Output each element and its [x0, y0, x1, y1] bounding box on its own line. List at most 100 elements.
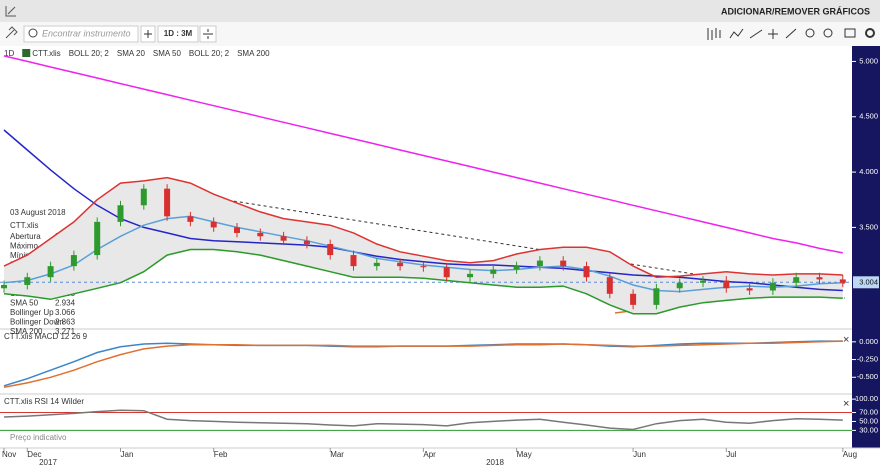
candle-body	[327, 244, 334, 256]
period-button[interactable]	[157, 25, 199, 43]
x-tick-label: Aug	[843, 450, 857, 459]
tool-icons	[707, 28, 875, 40]
candle-body	[793, 277, 800, 283]
series-line	[3, 340, 843, 387]
line-tool[interactable]	[729, 28, 744, 39]
candle-body	[536, 260, 543, 267]
candle-body	[70, 255, 77, 267]
candle-body	[397, 262, 404, 267]
y-tick-label: 0.000	[859, 337, 878, 346]
candle-body	[24, 277, 31, 285]
x-tick-label: Jun	[633, 450, 646, 459]
candle-body	[490, 269, 497, 274]
period-label: 1D : 3M	[164, 29, 193, 38]
candle-body	[164, 188, 171, 217]
candle-body	[583, 266, 590, 278]
y-axis-strip	[852, 46, 880, 448]
instrument-icon	[22, 49, 31, 57]
candle-body	[746, 288, 753, 291]
legend-entry: SMA 50	[153, 49, 182, 58]
candle-body	[303, 240, 310, 245]
plus-icon	[144, 30, 152, 38]
candle-body	[350, 255, 357, 267]
candle-body	[420, 266, 427, 268]
x-tick-label: May	[517, 450, 532, 459]
candle-body	[467, 273, 473, 278]
fib-tool[interactable]	[785, 28, 797, 39]
candle-body	[560, 260, 567, 267]
x-tick-label: Mar	[330, 450, 344, 459]
search-box[interactable]	[23, 25, 139, 43]
year-label: 2017	[39, 458, 57, 467]
search-icon	[28, 28, 38, 38]
candle-body	[723, 280, 730, 289]
candle-tool[interactable]	[707, 28, 721, 40]
legend-entry: BOLL 20; 2	[189, 49, 230, 58]
x-tick-label: Jan	[121, 450, 134, 459]
search-placeholder: Encontrar instrumento	[42, 28, 131, 38]
close-panel[interactable]: ×	[843, 334, 849, 346]
candle-body	[373, 262, 380, 267]
candle-body	[513, 266, 520, 270]
legend-entry: SMA 20	[117, 49, 146, 58]
tooltip-value: 3.271	[55, 327, 76, 336]
candle-body	[94, 221, 101, 256]
tooltip-value: 2.863	[55, 318, 76, 327]
candle-body	[117, 205, 124, 222]
series-line	[3, 340, 843, 388]
panel-title: CTT.xlis RSI 14 Wilder	[4, 397, 84, 406]
x-tick-label: Apr	[423, 450, 436, 459]
price-tag: 3.004	[859, 277, 878, 286]
snapshot[interactable]	[844, 28, 856, 38]
x-tick-label: Feb	[214, 450, 228, 459]
candle-body	[257, 232, 264, 237]
add-remove-button[interactable]: ADICIONAR/REMOVER GRÁFICOS	[721, 6, 870, 16]
price-tag-box	[853, 276, 879, 289]
tooltip-date: 03 August 2018	[10, 208, 66, 217]
cross-tool[interactable]	[768, 29, 778, 39]
series-line	[3, 248, 843, 315]
candle-body	[234, 227, 240, 233]
x-tick-label: Jul	[726, 450, 736, 459]
x-tick-label: Dec	[27, 450, 41, 459]
tooltip-value: 3.066	[55, 308, 76, 317]
y-tick-label: 50.00	[859, 416, 878, 425]
settings[interactable]	[865, 28, 875, 38]
y-tick-label: -0.500	[857, 372, 878, 381]
y-tick-label: -0.250	[857, 355, 878, 364]
legend-entry: 1D	[4, 49, 14, 58]
compare-icon	[203, 29, 213, 39]
tooltip-label: SMA 50	[10, 299, 39, 308]
candle-body	[769, 282, 776, 291]
series-line	[3, 176, 843, 278]
y-tick-label: 70.00	[859, 408, 878, 417]
candle-body	[816, 277, 823, 280]
y-tick-label: 4.500	[859, 112, 878, 121]
tooltip-instrument: CTT.xlis	[10, 221, 38, 230]
bollinger-band-fill	[4, 177, 843, 314]
candle-body	[700, 280, 706, 283]
close-panel[interactable]: ×	[843, 398, 849, 410]
y-tick-label: 100.00	[855, 394, 878, 403]
legend-entry: BOLL 20; 2	[69, 49, 110, 58]
link-icon[interactable]	[5, 26, 18, 39]
candle-body	[187, 216, 194, 222]
collapse-icon[interactable]	[5, 6, 16, 17]
y-tick-label: 5.000	[859, 56, 878, 65]
tooltip-label: Abertura	[10, 232, 41, 241]
candle-body	[47, 266, 54, 278]
zoom-in[interactable]	[805, 28, 815, 38]
zoom-out[interactable]	[823, 28, 833, 38]
year-label: 2018	[486, 458, 504, 467]
y-tick-label: 4.000	[859, 167, 878, 176]
trend-tool[interactable]	[749, 29, 763, 39]
series-line	[3, 409, 843, 431]
candle-body	[653, 288, 660, 305]
candle-body	[606, 277, 613, 294]
tooltip-label: Bollinger Down	[10, 318, 64, 327]
top-bar	[0, 0, 880, 22]
candle-body	[443, 267, 450, 278]
panel-title: CTT.xlis MACD 12 26 9	[4, 332, 88, 341]
